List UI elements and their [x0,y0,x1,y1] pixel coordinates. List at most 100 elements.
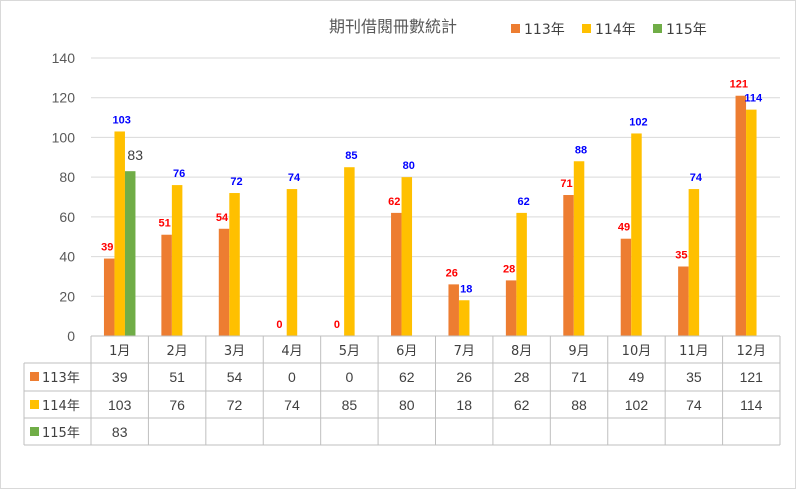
y-tick-label: 0 [67,328,75,344]
table-cell: 88 [571,397,587,413]
legend-label: 114年 [595,22,636,38]
data-label: 74 [288,172,301,184]
legend-key [30,372,39,381]
data-label: 51 [159,218,171,230]
data-label: 76 [173,168,185,180]
category-label: 10月 [622,344,652,359]
legend-label: 115年 [666,22,707,38]
table-cell: 62 [399,369,415,385]
data-label: 88 [575,144,587,156]
table-cell: 35 [686,369,702,385]
legend-swatch [582,24,591,33]
table-cell: 0 [288,369,296,385]
bar-113年-3月 [218,228,230,336]
data-label: 72 [230,176,242,188]
table-cell: 103 [108,397,132,413]
bar-114年-7月 [458,300,470,336]
bar-114年-9月 [573,161,585,336]
data-label: 85 [345,150,357,162]
data-label: 62 [388,196,400,208]
gridlines [91,57,780,337]
table-cell: 102 [625,397,649,413]
legend: 113年 114年 115年 [511,22,707,38]
table-cell: 74 [284,397,300,413]
y-tick-label: 60 [59,209,75,225]
table-cell: 28 [514,369,530,385]
category-label: 2月 [166,344,187,359]
bar-114年-8月 [516,212,527,336]
data-label: 54 [216,212,229,224]
table-cell: 85 [342,397,358,413]
data-label: 102 [629,116,647,128]
bar-113年-10月 [620,238,632,336]
category-label: 5月 [339,344,360,359]
bar-114年-10月 [631,133,642,336]
category-label: 1月 [109,344,130,359]
table-cell: 76 [169,397,185,413]
table-cell: 54 [227,369,243,385]
legend-swatch [653,24,662,33]
bar-114年-4月 [286,189,298,336]
table-cell: 83 [112,424,128,440]
table-cell: 62 [514,397,530,413]
legend-key [30,427,39,436]
category-label: 9月 [568,344,589,359]
chart-title: 期刊借閱冊數統計 [329,17,457,36]
bar-114年-1月 [114,131,125,336]
category-label: 8月 [511,344,532,359]
data-label: 28 [503,263,515,275]
bar-114年-3月 [229,193,240,336]
bar-113年-2月 [161,234,172,336]
data-label: 103 [113,114,131,126]
table-cell: 121 [740,369,764,385]
table-cell: 114 [740,397,763,413]
category-label: 11月 [679,344,709,359]
y-tick-label: 140 [52,50,76,66]
data-label: 39 [101,242,113,254]
category-label: 4月 [281,344,302,359]
category-label: 12月 [737,344,767,359]
table-cell: 26 [456,369,472,385]
category-label: 3月 [224,344,245,359]
data-label: 18 [460,283,472,295]
bar-113年-9月 [563,195,574,336]
bar-114年-2月 [171,185,183,336]
bar-113年-11月 [678,266,689,336]
legend-key [30,400,39,409]
table-cell: 80 [399,397,415,413]
bar-114年-6月 [401,177,413,336]
y-tick-label: 80 [59,169,75,185]
data-label: 62 [518,196,530,208]
data-label: 49 [618,222,630,234]
data-labels: 39 51 54 0 0 62 26 28 71 49 35 121 103 76 72 74 85 80 18 62… [101,79,763,331]
bar-113年-12月 [735,95,747,336]
data-table: 1月 2月 3月 4月 5月 6月 7月 8月 9月 10月 11月 12月 113年 39 51 54 0 0 6… [23,335,781,446]
y-tick-label: 20 [59,288,75,304]
table-cell: 71 [571,369,587,385]
bar-114年-12月 [746,109,757,336]
legend-swatch [511,24,520,33]
y-axis: 0 20 40 60 80 100 120 140 [52,50,76,344]
data-label: 26 [446,267,458,279]
row-header: 115年 [42,426,80,441]
data-label: 74 [690,172,703,184]
category-label: 6月 [396,344,417,359]
bar-114年-11月 [688,189,700,336]
data-label: 71 [560,178,572,190]
table-cell: 0 [345,369,353,385]
y-tick-label: 120 [52,90,76,106]
data-label: 35 [675,250,687,262]
row-header: 113年 [42,371,80,386]
legend-label: 113年 [524,22,565,38]
bar-114年-5月 [344,167,355,336]
table-cell: 74 [686,397,702,413]
table-cell: 18 [456,397,472,413]
table-cell: 39 [112,369,128,385]
y-tick-label: 100 [52,129,76,145]
bars [103,95,757,336]
bar-113年-6月 [391,212,402,336]
table-cell: 49 [629,369,645,385]
data-label: 114 [744,93,763,105]
data-label: 0 [334,319,340,331]
